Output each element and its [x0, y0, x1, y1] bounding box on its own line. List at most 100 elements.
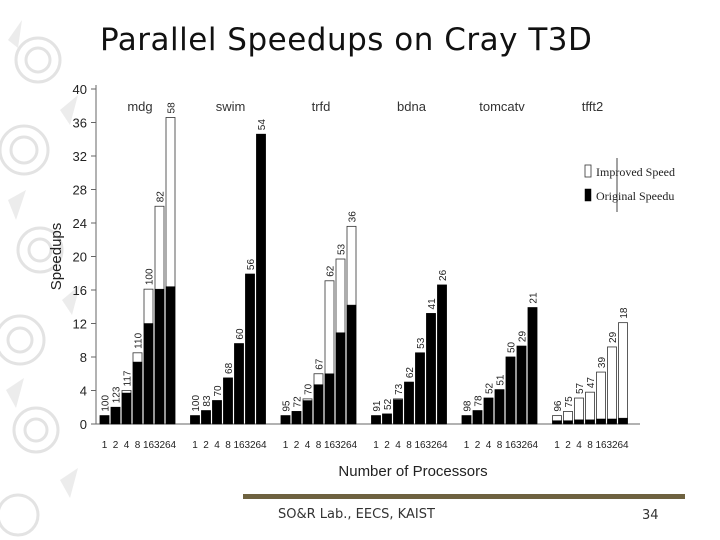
bar-original: [291, 411, 302, 425]
bar-original: [371, 415, 381, 425]
bar-data-label: 70: [304, 383, 315, 395]
bar-data-label: 52: [383, 398, 394, 410]
group-label-tfft2: tfft2: [582, 99, 603, 114]
bar-original: [234, 343, 244, 425]
bar-improved: [618, 322, 628, 425]
bar-data-label: 91: [372, 400, 383, 412]
y-tick-label: 16: [73, 283, 87, 298]
bar-data-label: 70: [213, 385, 224, 397]
x-tick-label: 16: [143, 440, 155, 451]
y-tick-label: 24: [73, 216, 87, 231]
legend-swatch-original: [584, 188, 592, 202]
bar-original: [382, 413, 392, 425]
bar-data-label: 100: [191, 395, 202, 412]
bar-original: [324, 373, 335, 425]
bar-data-label: 100: [145, 268, 156, 285]
bar-original: [472, 410, 483, 425]
bar-data-label: 75: [564, 396, 575, 408]
bar-data-label: 53: [337, 243, 348, 255]
x-tick-label: 16: [595, 440, 607, 451]
x-tick-label: 32: [335, 440, 347, 451]
bar-original: [190, 415, 200, 425]
bar-original: [552, 420, 562, 425]
slide-title: Parallel Speedups on Cray T3D: [100, 22, 593, 58]
bar-data-label: 26: [438, 269, 449, 281]
group-label-bdna: bdna: [397, 99, 427, 114]
bar-original: [618, 417, 628, 425]
x-tick-label: 4: [124, 440, 130, 451]
x-tick-label: 16: [324, 440, 336, 451]
bar-data-label: 41: [427, 298, 438, 310]
y-tick-label: 4: [80, 384, 87, 399]
y-tick-label: 8: [80, 350, 87, 365]
x-tick-label: 32: [425, 440, 437, 451]
bar-original: [201, 410, 211, 425]
x-tick-label: 4: [305, 440, 311, 451]
page-number: 34: [642, 508, 659, 523]
bar-original: [121, 392, 132, 425]
x-tick-label: 1: [373, 440, 379, 451]
x-tick-label: 4: [576, 440, 582, 451]
bar-data-label: 57: [575, 382, 586, 394]
bar-original: [302, 400, 313, 425]
bar-data-label: 83: [202, 395, 213, 407]
bar-data-label: 18: [619, 307, 630, 319]
bar-original: [99, 415, 110, 425]
bar-data-label: 117: [123, 370, 134, 386]
bar-original: [346, 304, 357, 425]
bar-original: [335, 332, 346, 425]
bar-original: [574, 419, 584, 425]
y-tick-label: 32: [73, 149, 87, 164]
x-tick-label: 8: [406, 440, 412, 451]
bar-data-label: 47: [586, 377, 597, 389]
bar-data-label: 36: [348, 211, 359, 223]
bar-data-label: 72: [293, 396, 304, 408]
x-tick-label: 8: [225, 440, 231, 451]
bar-data-label: 96: [553, 400, 564, 412]
bar-data-label: 29: [608, 331, 619, 343]
x-tick-label: 8: [587, 440, 593, 451]
bar-data-label: 29: [518, 331, 529, 343]
y-tick-label: 20: [73, 250, 87, 265]
x-tick-label: 16: [414, 440, 426, 451]
bar-original: [437, 284, 447, 425]
bar-original: [143, 323, 154, 425]
x-tick-label: 64: [165, 440, 177, 451]
bar-data-label: 62: [405, 367, 416, 379]
x-tick-label: 2: [565, 440, 571, 451]
bar-data-label: 123: [112, 386, 123, 403]
bar-original: [404, 381, 414, 425]
bar-data-label: 51: [496, 374, 507, 386]
bar-original: [516, 345, 527, 425]
bar-original: [505, 356, 516, 425]
bar-original: [415, 352, 425, 425]
x-tick-label: 2: [294, 440, 300, 451]
legend-swatch-improved: [584, 164, 592, 178]
group-label-tomcatv: tomcatv: [479, 99, 525, 114]
bar-original: [461, 415, 472, 425]
x-tick-label: 8: [497, 440, 503, 451]
bar-original: [585, 419, 595, 425]
y-tick-label: 40: [73, 82, 87, 97]
bar-data-label: 98: [463, 400, 474, 412]
y-tick-label: 36: [73, 116, 87, 131]
x-tick-label: 64: [346, 440, 358, 451]
bar-data-label: 110: [134, 332, 145, 348]
y-tick-label: 28: [73, 183, 87, 198]
bar-original: [280, 415, 291, 425]
legend-label-improved: Improved Speed: [596, 165, 675, 179]
legend-label-original: Original Speedu: [596, 189, 674, 203]
x-tick-label: 8: [316, 440, 322, 451]
bar-data-label: 50: [507, 341, 518, 353]
bar-original: [165, 286, 176, 425]
bar-data-label: 58: [167, 102, 178, 114]
bar-improved: [596, 371, 606, 425]
bar-original: [494, 389, 505, 425]
x-tick-label: 1: [192, 440, 198, 451]
footer-text: SO&R Lab., EECS, KAIST: [278, 507, 435, 522]
bar-data-label: 56: [246, 259, 257, 271]
bar-data-label: 82: [156, 191, 167, 203]
bar-original: [212, 400, 222, 425]
bar-data-label: 73: [394, 383, 405, 395]
